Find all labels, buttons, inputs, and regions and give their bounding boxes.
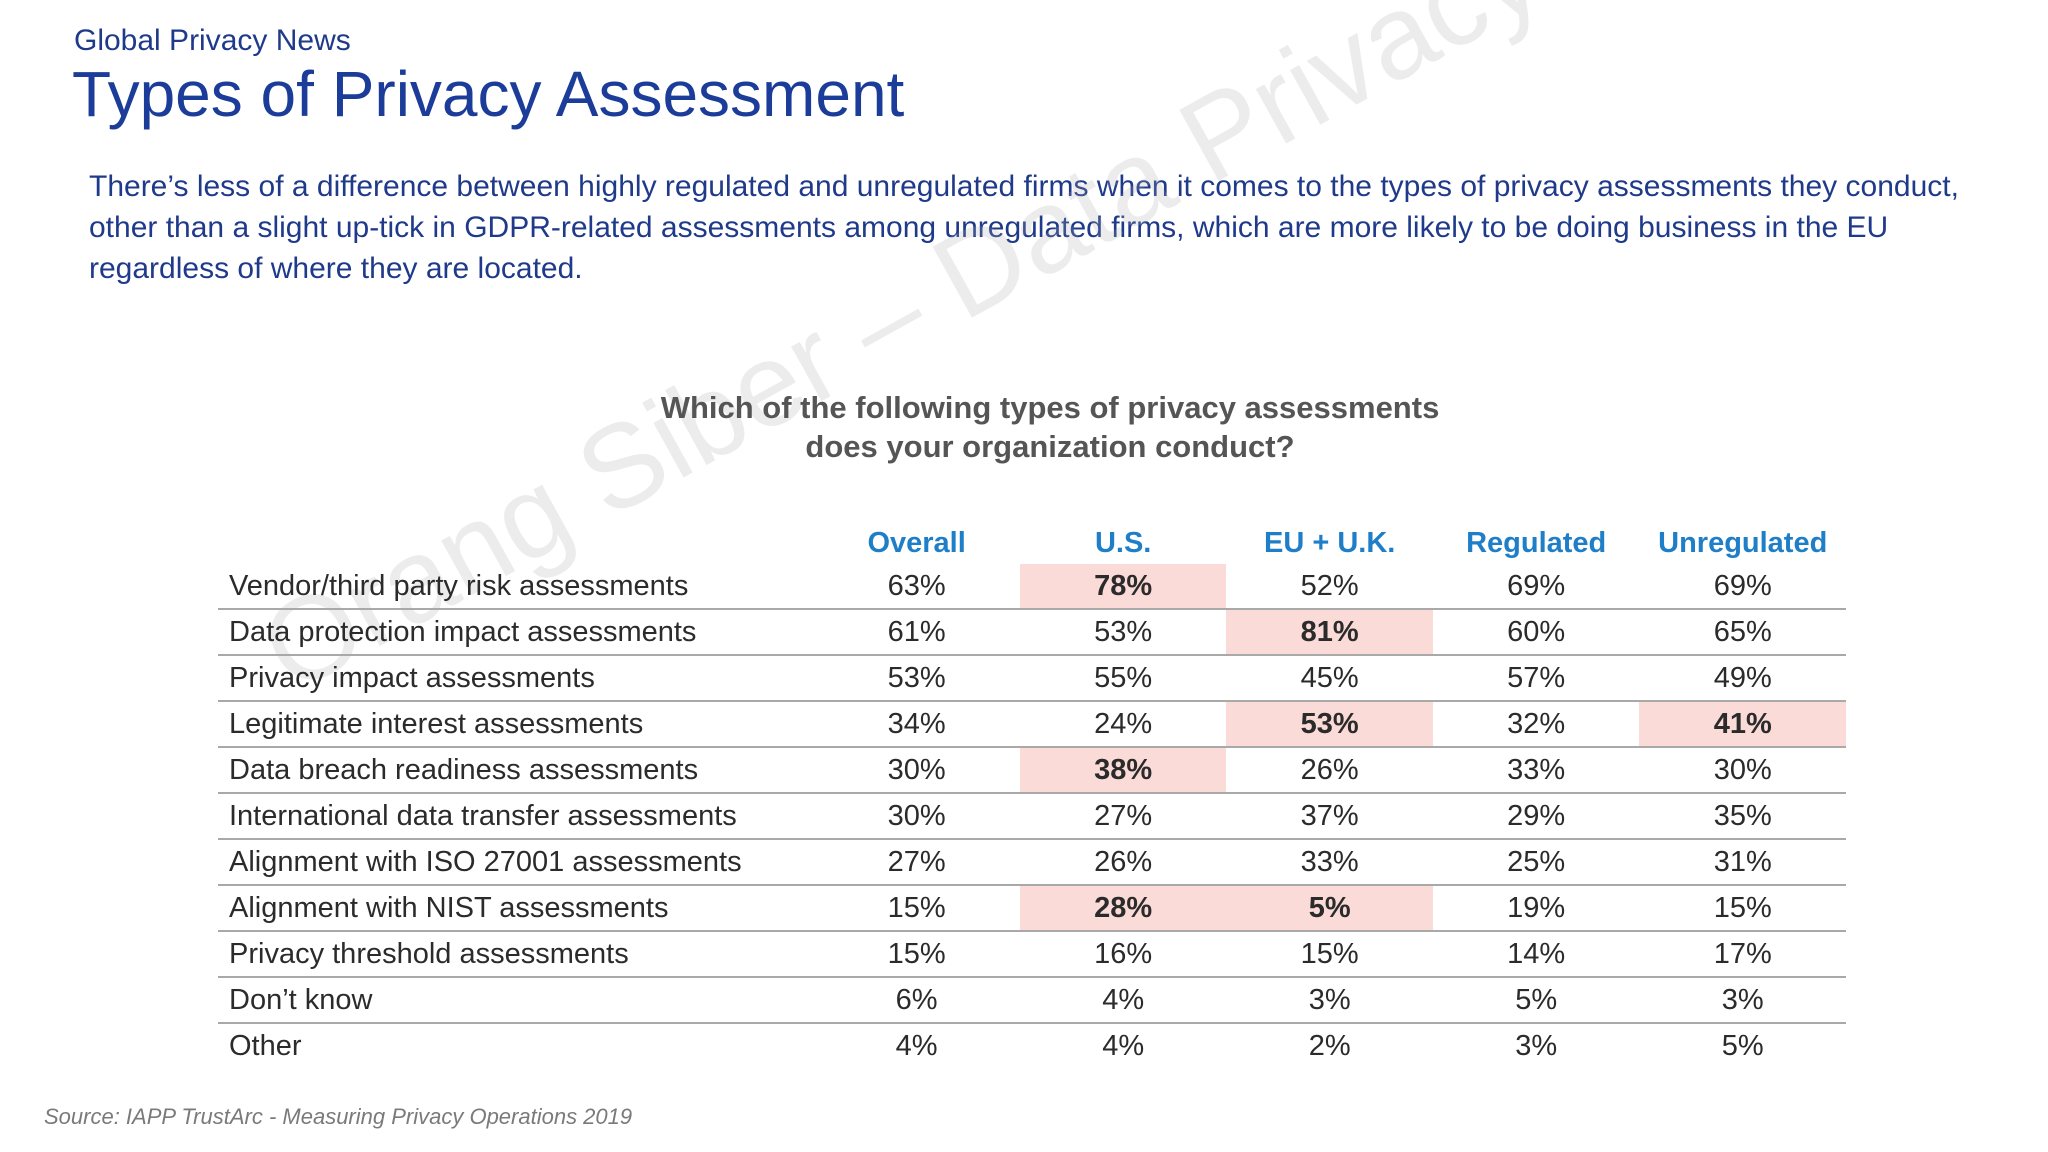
value-cell: 33% bbox=[1226, 839, 1433, 886]
value-cell: 61% bbox=[813, 609, 1020, 656]
value-cell: 29% bbox=[1432, 793, 1640, 840]
table-row: Data protection impact assessments 61% 53%… bbox=[218, 609, 1846, 656]
value-cell: 53% bbox=[1226, 701, 1433, 748]
table-row: Data breach readiness assessments 30% 38% 2… bbox=[218, 747, 1846, 794]
source-citation: Source: IAPP TrustArc - Measuring Privac… bbox=[44, 1104, 633, 1129]
table-row: Vendor/third party risk assessments 63% 78… bbox=[218, 564, 1846, 610]
value-cell: 3% bbox=[1515, 1029, 1558, 1062]
value-cell: 15% bbox=[1639, 885, 1846, 932]
column-header-eu-uk: EU + U.K. bbox=[1263, 527, 1396, 559]
value-cell: 65% bbox=[1639, 609, 1846, 656]
row-label: Alignment with NIST assessments bbox=[218, 885, 814, 932]
value-cell: 24% bbox=[1019, 701, 1227, 748]
column-header-overall: Overall bbox=[867, 527, 966, 559]
value-cell: 3% bbox=[1639, 977, 1846, 1024]
value-cell: 45% bbox=[1226, 655, 1433, 702]
value-cell: 35% bbox=[1639, 793, 1846, 840]
table-row: International data transfer assessments 3… bbox=[218, 793, 1846, 840]
value-cell: 38% bbox=[1019, 747, 1227, 794]
survey-question-line-1: Which of the following types of privacy … bbox=[660, 390, 1440, 425]
intro-paragraph: There’s less of a difference between hig… bbox=[89, 170, 1959, 285]
value-cell: 17% bbox=[1639, 931, 1846, 978]
row-label: Legitimate interest assessments bbox=[218, 701, 814, 748]
survey-question: Which of the following types of privacy … bbox=[600, 388, 1500, 466]
value-cell: 19% bbox=[1432, 885, 1640, 932]
value-cell: 4% bbox=[1019, 977, 1227, 1024]
table-row: Don’t know 6% 4% 3% 5% 3% bbox=[218, 977, 1846, 1024]
value-cell: 15% bbox=[813, 931, 1020, 978]
row-label: Data breach readiness assessments bbox=[218, 747, 814, 794]
row-label: Don’t know bbox=[218, 977, 814, 1024]
column-header-us: U.S. bbox=[1094, 527, 1152, 559]
value-cell: 69% bbox=[1639, 564, 1846, 610]
row-label: Vendor/third party risk assessments bbox=[218, 564, 814, 610]
survey-question-line-2: does your organization conduct? bbox=[805, 429, 1295, 464]
table-row: Legitimate interest assessments 34% 24% 53%… bbox=[218, 701, 1846, 748]
value-cell: 15% bbox=[1226, 931, 1433, 978]
value-cell: 26% bbox=[1226, 747, 1433, 794]
table-row: Other 4% 4% 2% 3% 5% bbox=[218, 1023, 1846, 1068]
table-body: Vendor/third party risk assessments 63% 78… bbox=[218, 564, 1846, 1068]
column-header-unregulated: Unregulated bbox=[1658, 527, 1828, 559]
value-cell: 6% bbox=[813, 977, 1020, 1024]
value-cell: 15% bbox=[813, 885, 1020, 932]
value-cell: 5% bbox=[1432, 977, 1640, 1024]
section-kicker: Global Privacy News bbox=[74, 24, 351, 57]
value-cell: 60% bbox=[1432, 609, 1640, 656]
value-cell: 32% bbox=[1432, 701, 1640, 748]
row-label: Data protection impact assessments bbox=[218, 609, 814, 656]
value-cell: 25% bbox=[1432, 839, 1640, 886]
row-label: Other bbox=[229, 1029, 302, 1062]
value-cell: 26% bbox=[1019, 839, 1227, 886]
value-cell: 31% bbox=[1639, 839, 1846, 886]
value-cell: 49% bbox=[1639, 655, 1846, 702]
value-cell: 81% bbox=[1226, 609, 1433, 656]
value-cell: 27% bbox=[813, 839, 1020, 886]
table-row: Privacy impact assessments 53% 55% 45% 57% 49… bbox=[218, 655, 1846, 702]
row-label: International data transfer assessments bbox=[218, 793, 814, 840]
value-cell: 78% bbox=[1019, 564, 1227, 610]
page-title: Types of Privacy Assessment bbox=[72, 58, 905, 130]
value-cell: 30% bbox=[813, 747, 1020, 794]
header-label-column bbox=[218, 516, 813, 564]
value-cell: 53% bbox=[1019, 609, 1227, 656]
value-cell: 4% bbox=[895, 1029, 938, 1062]
value-cell: 63% bbox=[813, 564, 1020, 610]
value-cell: 33% bbox=[1432, 747, 1640, 794]
value-cell: 37% bbox=[1226, 793, 1433, 840]
value-cell: 4% bbox=[1102, 1029, 1145, 1062]
table-header-row: Overall U.S. EU + U.K. Regulated Unregul… bbox=[218, 516, 1846, 564]
table-row: Privacy threshold assessments 15% 16% 15% 14… bbox=[218, 931, 1846, 978]
value-cell: 57% bbox=[1432, 655, 1640, 702]
value-cell: 28% bbox=[1019, 885, 1227, 932]
value-cell: 5% bbox=[1226, 885, 1433, 932]
value-cell: 3% bbox=[1226, 977, 1433, 1024]
row-label: Privacy threshold assessments bbox=[218, 931, 814, 978]
row-label: Privacy impact assessments bbox=[218, 655, 814, 702]
value-cell: 30% bbox=[1639, 747, 1846, 794]
value-cell: 52% bbox=[1226, 564, 1433, 610]
value-cell: 53% bbox=[813, 655, 1020, 702]
table-row: Alignment with NIST assessments 15% 28% 5% 1… bbox=[218, 885, 1846, 932]
value-cell: 2% bbox=[1308, 1029, 1351, 1062]
value-cell: 34% bbox=[813, 701, 1020, 748]
value-cell: 41% bbox=[1639, 701, 1846, 748]
value-cell: 30% bbox=[813, 793, 1020, 840]
value-cell: 27% bbox=[1019, 793, 1227, 840]
value-cell: 69% bbox=[1432, 564, 1640, 610]
value-cell: 5% bbox=[1721, 1029, 1764, 1062]
row-label: Alignment with ISO 27001 assessments bbox=[218, 839, 814, 886]
value-cell: 16% bbox=[1019, 931, 1227, 978]
value-cell: 14% bbox=[1432, 931, 1640, 978]
column-header-regulated: Regulated bbox=[1466, 527, 1607, 559]
results-table: Overall U.S. EU + U.K. Regulated Unregul… bbox=[218, 516, 1846, 1068]
table-row: Alignment with ISO 27001 assessments 27% 2… bbox=[218, 839, 1846, 886]
results-table-container: Overall U.S. EU + U.K. Regulated Unregul… bbox=[218, 516, 1846, 1068]
value-cell: 55% bbox=[1019, 655, 1227, 702]
